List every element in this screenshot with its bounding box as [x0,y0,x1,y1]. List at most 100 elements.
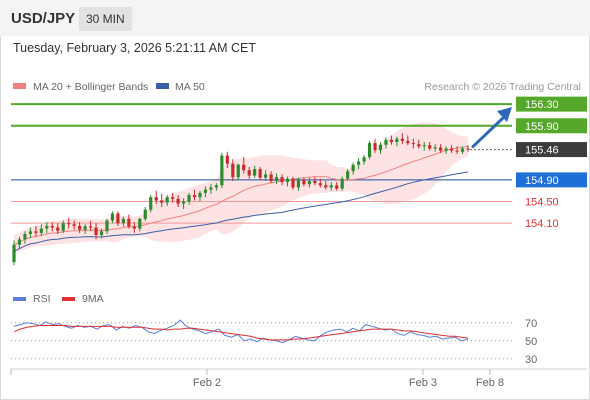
candle-body [67,223,71,225]
resistance-label: 156.30 [525,99,559,111]
candle-body [428,145,432,149]
candle-body [72,224,76,226]
candle-body [132,226,136,229]
legend-rsi-swatch [13,297,26,301]
candle-body [149,197,153,210]
resistance-label: 155.90 [525,121,559,133]
candle-body [351,164,355,172]
candle-body [165,197,169,203]
candle-body [61,223,65,231]
ma20-line [13,146,469,246]
candle-body [422,145,426,147]
legend-rsi-ma-swatch [62,297,75,301]
candle-body [313,180,317,184]
legend-ma50-swatch [156,83,169,89]
pivot-label-box [516,172,587,188]
candle-body [143,209,147,219]
x-tick-label: Feb 8 [476,377,504,389]
candle-body [154,197,158,201]
candle-body [433,147,437,149]
support-label: 154.50 [525,197,559,209]
candle-body [439,147,443,151]
candle-body [373,143,377,151]
candle-body [160,200,164,203]
candle-body [116,213,120,224]
timeframe-button[interactable]: 30 MIN [79,7,132,31]
candle-body [302,179,306,185]
legend-rsi-label: RSI [33,293,51,305]
candle-body [83,226,87,230]
candle-body [127,218,131,227]
main-plot-area: 156.30 155.90 155.46 154.90 154.50 154.10 [11,96,587,266]
candle-body [395,138,399,142]
candle-body [171,197,175,199]
candle-body [231,163,235,178]
candle-body [247,170,251,176]
candle-body [449,148,454,151]
forecast-arrowhead [497,107,512,123]
candle-body [12,244,16,263]
candle-body [225,155,229,164]
bollinger-band [14,122,468,255]
x-tick-label: Feb 2 [193,377,221,389]
candle-body [23,234,27,240]
candle-body [460,148,465,152]
candle-body [34,231,38,233]
candle-body [209,187,213,190]
rsi-tick-30: 30 [525,354,537,366]
rsi-series-9ma [13,325,469,341]
candle-body [105,220,109,232]
candle-body [367,143,372,158]
candle-body [214,185,218,188]
candle-body [121,218,125,224]
candle-body [258,169,262,178]
candle-body [329,185,333,188]
candle-body [99,231,104,236]
candle-body [236,164,240,178]
candle-body [78,225,82,230]
candle-body [285,178,290,183]
candle-body [384,139,388,145]
rsi-plot-area: 70 50 30 [11,318,537,366]
rsi-tick-50: 50 [525,336,537,348]
candle-body [335,185,339,189]
x-tick-label: Feb 3 [409,377,437,389]
candle-body [17,239,22,245]
candle-body [138,218,142,229]
last_price-label-box [516,142,587,158]
candle-body [400,138,404,141]
candle-body [280,177,284,183]
legend-rsi-ma-label: 9MA [82,293,104,305]
rsi-tick-70: 70 [525,318,537,330]
resistance-label-box [516,118,587,134]
legend-ma50-label: MA 50 [175,81,205,93]
pivot-label: 154.90 [525,175,559,187]
support-label: 154.10 [525,218,559,230]
candle-body [203,189,208,193]
candle-body [50,225,54,228]
candle-body [88,226,93,228]
legend-ma20-swatch [13,83,26,89]
candle-body [346,171,350,179]
candle-body [242,164,246,171]
candle-body [269,174,273,181]
candle-body [181,201,186,204]
candle-body [264,174,268,178]
header-bar: USD/JPY 30 MIN [0,0,590,36]
candle-body [389,139,394,142]
candle-body [39,228,43,233]
candle-body [296,179,301,188]
last_price-label: 155.46 [525,145,559,157]
candle-body [324,185,328,188]
candle-body [378,144,383,151]
candle-body [307,180,311,185]
candle-body [176,198,180,204]
candle-body [406,140,410,144]
candle-body [192,195,197,198]
candle-body [466,148,470,150]
candle-body [417,144,421,147]
copyright-text: Research © 2026 Trading Central [424,81,581,93]
candle-body [56,227,60,231]
candle-body [198,192,202,198]
